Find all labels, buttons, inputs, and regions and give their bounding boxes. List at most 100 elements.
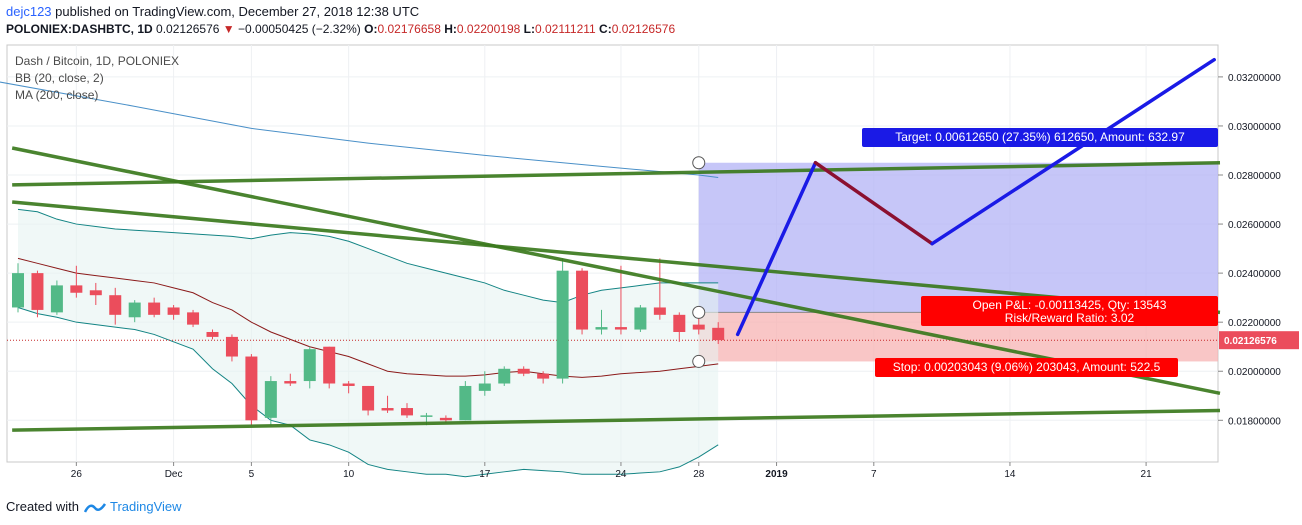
candle-body	[653, 307, 666, 315]
candle-body	[459, 385, 472, 421]
candle-body	[225, 336, 238, 357]
chart-legend: Dash / Bitcoin, 1D, POLONIEX BB (20, clo…	[15, 54, 179, 102]
projection-path[interactable]	[735, 57, 1216, 337]
current-price-tag	[1219, 331, 1299, 350]
price-change: −0.00050425 (−2.32%)	[238, 22, 361, 36]
x-tick-label: 24	[615, 469, 627, 480]
publish-line: dejc123 published on TradingView.com, De…	[6, 4, 419, 19]
trendlines[interactable]	[11, 146, 1221, 432]
y-tick-label: 0.03200000	[1228, 73, 1281, 84]
current-price-label: 0.02126576	[1224, 336, 1277, 347]
candle-body	[264, 381, 277, 418]
symbol-line: POLONIEX:DASHBTC, 1D 0.02126576 ▼ −0.000…	[6, 22, 675, 36]
x-tick-label: 21	[1141, 469, 1153, 480]
y-tick-label: 0.03000000	[1228, 122, 1281, 133]
close-value: 0.02126576	[611, 22, 676, 36]
projection-segment	[930, 57, 1216, 246]
x-tick-label: 10	[343, 469, 355, 480]
candle-body	[420, 415, 433, 417]
low-label: L:	[523, 22, 535, 36]
projection-segment	[813, 160, 934, 246]
candle-body	[323, 346, 336, 384]
down-arrow-icon: ▼	[222, 22, 235, 36]
candle-body	[342, 383, 355, 386]
bb-basis-line	[17, 257, 719, 378]
bollinger-fill	[18, 209, 719, 477]
publish-info: published on TradingView.com, December 2…	[55, 4, 420, 19]
stop-label-text: Stop: 0.00203043 (9.06%) 203043, Amount:…	[893, 360, 1161, 374]
indicator-lines	[0, 81, 1218, 478]
candle-body	[595, 327, 608, 330]
tradingview-brand[interactable]: TradingView	[109, 499, 182, 514]
candle-body	[148, 302, 161, 315]
low-value: 0.02111211	[534, 22, 596, 36]
target-label: Target: 0.00612650 (27.35%) 612650, Amou…	[862, 128, 1218, 147]
created-with: Created with	[6, 499, 79, 514]
candle-body	[692, 324, 705, 330]
x-tick-label: 2019	[765, 469, 788, 480]
pnl-label-text: Risk/Reward Ratio: 3.02	[1005, 311, 1135, 325]
candles	[12, 258, 725, 426]
candle-body	[284, 381, 297, 384]
pnl-label-box	[921, 296, 1218, 326]
footer: Created with TradingView	[6, 499, 182, 514]
y-tick-label: 0.02200000	[1228, 318, 1281, 329]
trendline	[11, 146, 1221, 396]
candle-body	[614, 327, 627, 330]
x-tick-label: 17	[479, 469, 491, 480]
stop-label-box	[875, 358, 1178, 377]
candle-body	[109, 295, 122, 315]
y-tick-label: 0.01800000	[1228, 416, 1281, 427]
author-link[interactable]: dejc123	[6, 4, 52, 19]
candle-body	[576, 270, 589, 330]
target-label-box	[862, 128, 1218, 147]
position-handle	[692, 354, 706, 368]
y-tick-label: 0.02400000	[1228, 269, 1281, 280]
candle-body	[673, 314, 686, 332]
x-tick-label: 14	[1004, 469, 1016, 480]
trendline	[12, 160, 1221, 187]
position-labels: Target: 0.00612650 (27.35%) 612650, Amou…	[862, 128, 1218, 377]
tradingview-logo-icon	[83, 502, 106, 513]
bb-lower-line	[17, 306, 719, 478]
bb-fill-area	[18, 209, 719, 477]
position-handles[interactable]	[692, 156, 706, 368]
x-tick-label: 7	[871, 469, 877, 480]
price-axis[interactable]: 0.03200000 0.03000000 0.02800000 0.02600000…	[1218, 73, 1299, 427]
stop-label: Stop: 0.00203043 (9.06%) 203043, Amount:…	[875, 358, 1178, 377]
legend-title: Dash / Bitcoin, 1D, POLONIEX	[15, 54, 179, 68]
y-tick-label: 0.02000000	[1228, 367, 1281, 378]
candle-body	[381, 408, 394, 411]
x-tick-label: 28	[693, 469, 705, 480]
trendline	[12, 200, 1221, 315]
position-handle	[692, 305, 706, 319]
candle-body	[128, 302, 141, 318]
legend-ma: MA (200, close)	[15, 88, 98, 102]
candle-body	[50, 285, 63, 313]
y-tick-label: 0.02600000	[1228, 220, 1281, 231]
candle-body	[439, 417, 452, 421]
candle-body	[245, 356, 258, 421]
candle-body	[712, 327, 725, 341]
x-tick-label: 26	[71, 469, 83, 480]
target-label-text: Target: 0.00612650 (27.35%) 612650, Amou…	[895, 130, 1185, 144]
candle-body	[537, 373, 550, 379]
pnl-label: Open P&L: -0.00113425, Qty: 13543Risk/Re…	[921, 296, 1218, 326]
candle-body	[187, 312, 200, 325]
candle-body	[556, 270, 569, 379]
high-label: H:	[444, 22, 457, 36]
candle-body	[70, 285, 83, 293]
last-price: 0.02126576	[156, 22, 220, 36]
x-tick-label: Dec	[165, 469, 183, 480]
candle-body	[401, 408, 413, 416]
y-tick-label: 0.02800000	[1228, 171, 1281, 182]
candle-body	[303, 349, 316, 382]
time-axis[interactable]: 26 Dec 5 10 17 24 28 2019 7 14 21	[71, 462, 1152, 480]
close-label: C:	[599, 22, 612, 36]
symbol-name: POLONIEX:DASHBTC, 1D	[6, 22, 153, 36]
bb-upper-line	[17, 208, 719, 304]
candle-body	[31, 273, 44, 310]
candle-body	[498, 368, 511, 384]
trendline	[12, 408, 1221, 432]
